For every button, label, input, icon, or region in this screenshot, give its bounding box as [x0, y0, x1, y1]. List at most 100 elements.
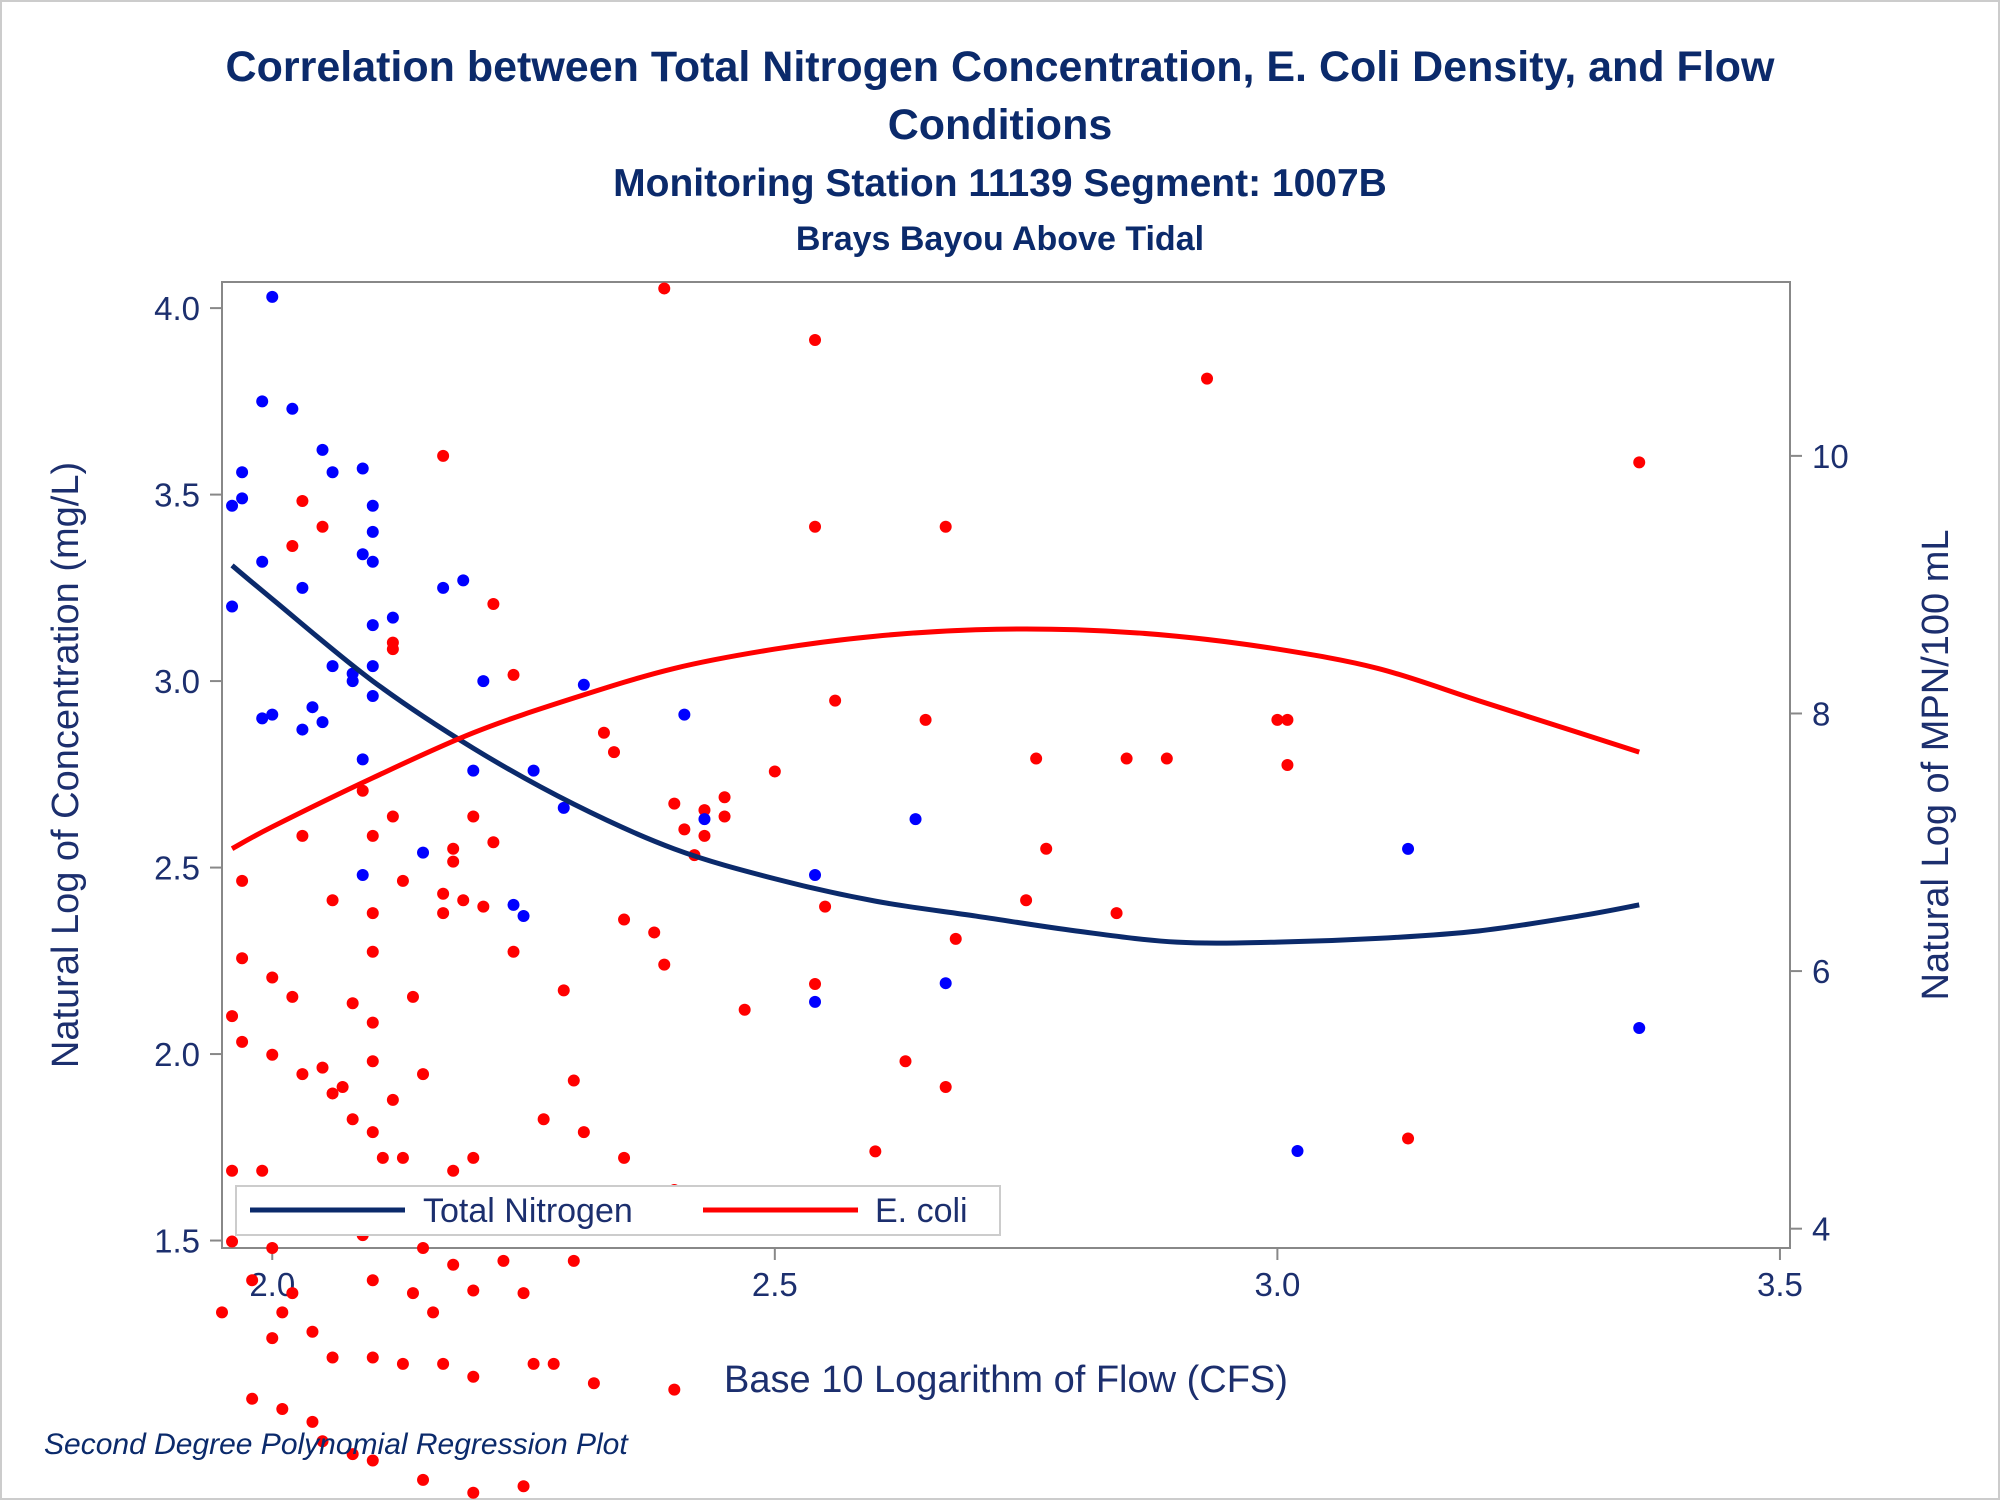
ecoli-point [939, 1081, 952, 1093]
nitrogen-point [306, 701, 319, 714]
ecoli-point [316, 520, 329, 533]
ecoli-point [417, 1473, 430, 1486]
nitrogen-point [316, 443, 329, 456]
ecoli-point [718, 791, 731, 804]
y-axis-ticks: 1.5 2.0 2.5 3.0 3.5 4.0 [154, 290, 222, 1260]
nitrogen-point [286, 402, 299, 415]
ecoli-point [266, 1242, 279, 1254]
nitrogen-point [809, 995, 822, 1008]
nitrogen-point [236, 466, 249, 479]
ecoli-point [326, 894, 339, 907]
nitrogen-point [366, 660, 379, 673]
y2-axis-label: Natural Log of MPN/100 mL [1915, 529, 1957, 1000]
ecoli-point [658, 958, 671, 971]
ecoli-point [276, 1306, 289, 1319]
ecoli-point [467, 1284, 480, 1297]
ecoli-point [1120, 752, 1133, 765]
nitrogen-point [226, 600, 239, 613]
nitrogen-point [256, 395, 269, 408]
nitrogen-point [557, 801, 570, 814]
ecoli-point [386, 1093, 399, 1106]
nitrogen-point [698, 813, 711, 826]
ecoli-point [447, 1164, 460, 1177]
nitrogen-point [386, 611, 399, 624]
ecoli-point [809, 977, 822, 990]
ecoli-point [1020, 894, 1033, 907]
y-tick-label: 1.5 [154, 1223, 200, 1260]
ecoli-point [939, 520, 952, 533]
ecoli-point [668, 1383, 681, 1396]
ecoli-point [366, 829, 379, 842]
nitrogen-point [678, 708, 691, 721]
ecoli-point [296, 494, 309, 507]
ecoli-point [306, 1325, 319, 1338]
ecoli-point [256, 1164, 269, 1177]
ecoli-point [577, 1126, 590, 1139]
ecoli-point [467, 810, 480, 823]
ecoli-point [497, 1254, 510, 1267]
ecoli-point [477, 900, 490, 913]
ecoli-point [266, 1048, 279, 1061]
y-tick-label: 3.0 [154, 663, 200, 700]
ecoli-point [366, 1016, 379, 1029]
y2-tick-label: 6 [1812, 953, 1830, 990]
ecoli-point [417, 1068, 430, 1081]
ecoli-point [296, 1068, 309, 1081]
ecoli-point [547, 1357, 560, 1370]
ecoli-point [226, 1010, 239, 1023]
ecoli-point [557, 984, 570, 997]
nitrogen-point [809, 869, 822, 882]
ecoli-point [447, 842, 460, 855]
chart-subtitle-2: Brays Bayou Above Tidal [795, 220, 1205, 258]
y-axis-label: Natural Log of Concentration (mg/L) [45, 462, 87, 1068]
nitrogen-point [326, 466, 339, 479]
ecoli-point [1281, 713, 1294, 726]
nitrogen-point [266, 708, 279, 721]
ecoli-point [698, 829, 711, 842]
ecoli-point [226, 1235, 239, 1248]
regression-curves [230, 563, 1640, 946]
ecoli-point [608, 746, 620, 759]
ecoli-point [417, 1242, 430, 1254]
ecoli-point [467, 1370, 480, 1383]
ecoli-point [819, 900, 832, 913]
y2-axis-ticks: 4 6 8 10 [1790, 438, 1849, 1248]
ecoli-point [346, 997, 359, 1010]
ecoli-point [829, 694, 842, 707]
nitrogen-point [366, 555, 379, 568]
ecoli-point [658, 282, 671, 295]
ecoli-point [356, 784, 369, 797]
nitrogen-point [1402, 842, 1415, 855]
ecoli-point [869, 1145, 882, 1158]
ecoli-point [286, 1287, 299, 1300]
ecoli-point [396, 1357, 409, 1370]
ecoli-point [507, 945, 520, 958]
ecoli-point [316, 1061, 329, 1074]
nitrogen-point [366, 499, 379, 512]
ecoli-point [346, 1448, 359, 1461]
ecoli-point [216, 1306, 228, 1319]
ecoli-point [668, 797, 681, 810]
ecoli-point [527, 1357, 540, 1370]
ecoli-point [738, 1003, 751, 1016]
nitrogen-point [236, 492, 249, 505]
ecoli-fit-curve [230, 626, 1640, 851]
ecoli-point [326, 1351, 339, 1364]
ecoli-point [587, 1377, 600, 1390]
ecoli-point [316, 1435, 329, 1448]
nitrogen-point [356, 548, 369, 561]
y-tick-label: 2.5 [154, 850, 200, 887]
ecoli-point [396, 874, 409, 887]
ecoli-point [386, 810, 399, 823]
nitrogen-point [296, 723, 309, 736]
ecoli-point [346, 1113, 359, 1126]
nitrogen-point [366, 525, 379, 538]
nitrogen-point [326, 660, 339, 673]
ecoli-point [226, 1164, 239, 1177]
ecoli-point [698, 804, 711, 817]
ecoli-point [768, 765, 781, 778]
nitrogen-point [256, 712, 269, 725]
ecoli-point [286, 540, 299, 553]
nitrogen-point [477, 675, 490, 688]
